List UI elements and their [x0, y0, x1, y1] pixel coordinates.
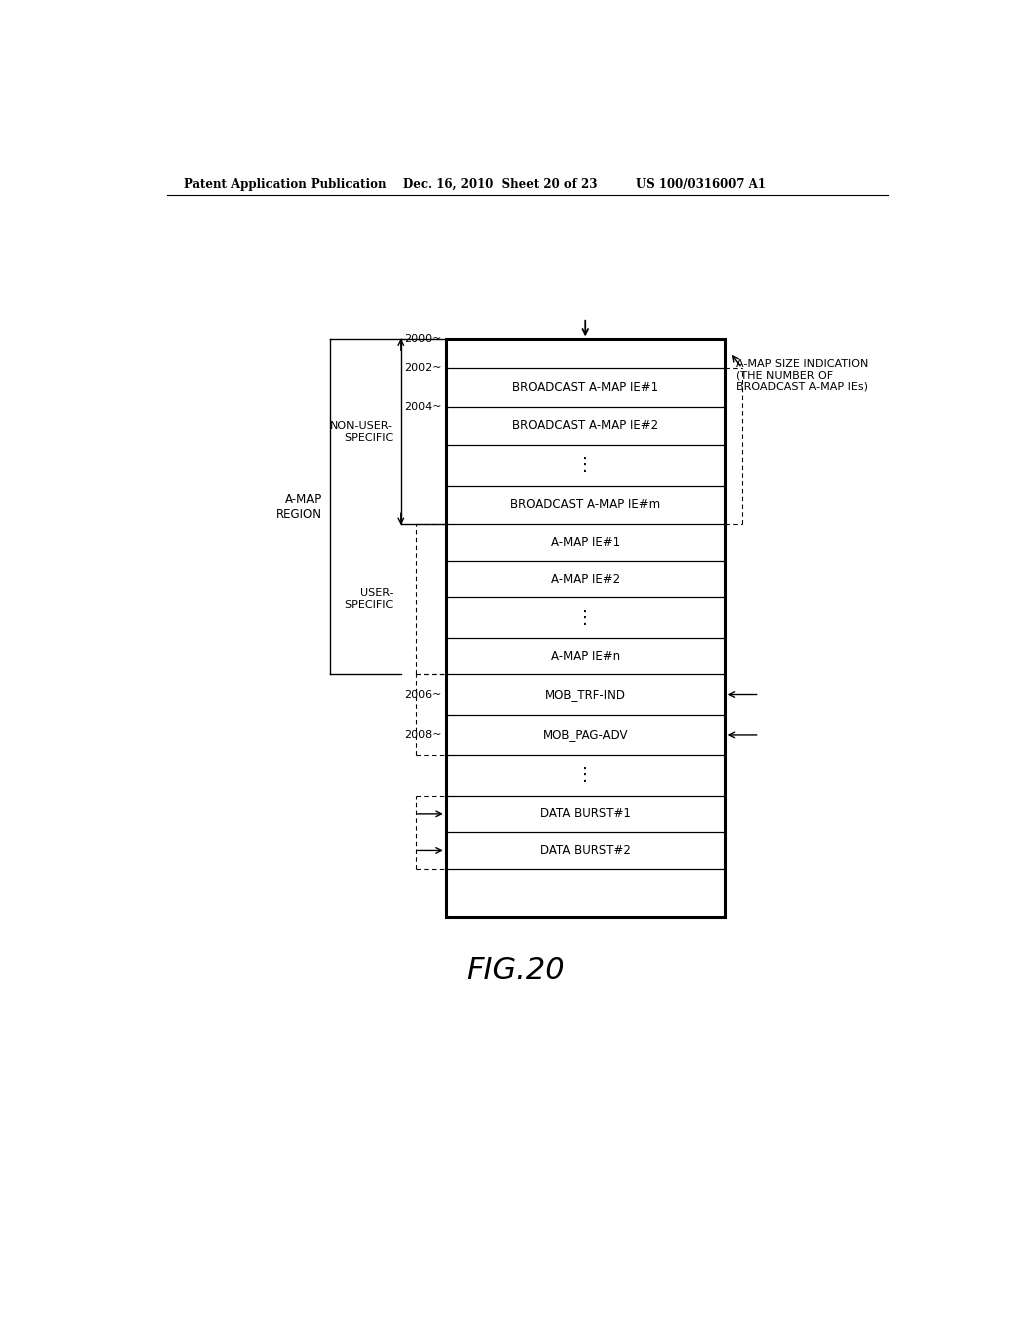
Text: DATA BURST#1: DATA BURST#1 — [540, 808, 631, 820]
Text: ⋮: ⋮ — [577, 609, 594, 627]
Text: FIG.20: FIG.20 — [466, 956, 565, 985]
Text: 2008~: 2008~ — [404, 730, 442, 741]
Text: 2006~: 2006~ — [404, 689, 442, 700]
Text: 2000~: 2000~ — [404, 334, 442, 345]
Text: NON-USER-
SPECIFIC: NON-USER- SPECIFIC — [330, 421, 393, 442]
Text: A-MAP
REGION: A-MAP REGION — [275, 492, 322, 521]
Text: ⋮: ⋮ — [577, 767, 594, 784]
Text: US 100/0316007 A1: US 100/0316007 A1 — [636, 178, 766, 190]
Text: A-MAP IE#2: A-MAP IE#2 — [551, 573, 620, 586]
Text: MOB_PAG-ADV: MOB_PAG-ADV — [543, 729, 628, 742]
Text: BROADCAST A-MAP IE#m: BROADCAST A-MAP IE#m — [510, 499, 660, 511]
Text: A-MAP IE#n: A-MAP IE#n — [551, 649, 620, 663]
Text: A-MAP IE#1: A-MAP IE#1 — [551, 536, 620, 549]
Text: Dec. 16, 2010  Sheet 20 of 23: Dec. 16, 2010 Sheet 20 of 23 — [403, 178, 598, 190]
Text: 2004~: 2004~ — [404, 401, 442, 412]
Text: ⋮: ⋮ — [577, 457, 594, 474]
Text: USER-
SPECIFIC: USER- SPECIFIC — [344, 589, 393, 610]
Text: DATA BURST#2: DATA BURST#2 — [540, 843, 631, 857]
Text: MOB_TRF-IND: MOB_TRF-IND — [545, 688, 626, 701]
Text: A-MAP SIZE INDICATION
(THE NUMBER OF
BROADCAST A-MAP IEs): A-MAP SIZE INDICATION (THE NUMBER OF BRO… — [736, 359, 868, 392]
Text: 2002~: 2002~ — [404, 363, 442, 374]
Text: Patent Application Publication: Patent Application Publication — [183, 178, 386, 190]
Text: BROADCAST A-MAP IE#1: BROADCAST A-MAP IE#1 — [512, 381, 658, 393]
Bar — [445, 339, 725, 917]
Text: BROADCAST A-MAP IE#2: BROADCAST A-MAP IE#2 — [512, 420, 658, 433]
